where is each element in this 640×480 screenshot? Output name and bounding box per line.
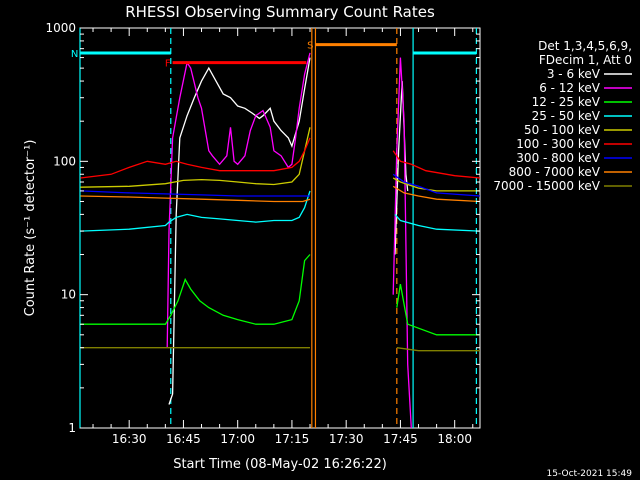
generated-timestamp: 15-Oct-2021 15:49 (547, 469, 633, 479)
series-line-300-800-kev-0 (80, 190, 310, 197)
state-bars: F S N (71, 41, 477, 70)
series-line-25-50-kev-0 (80, 190, 311, 232)
series-line-800-7000-kev-0 (80, 195, 311, 203)
series-line-50-100-kev-1 (392, 177, 480, 192)
legend-label-6-12-kev: 6 - 12 keV (539, 81, 601, 95)
series-50-100-kev (80, 127, 480, 192)
series-line-50-100-kev-0 (80, 127, 311, 188)
legend-label-25-50-kev: 25 - 50 keV (532, 109, 601, 123)
series-line-25-50-kev-1 (394, 213, 481, 232)
legend-label-7000-15000-kev: 7000 - 15000 keV (493, 179, 600, 193)
vertical-markers (79, 28, 477, 428)
x-tick-label-17-00: 17:00 (220, 432, 255, 446)
series-line-100-300-kev-1 (392, 150, 481, 179)
legend: Det 1,3,4,5,6,9, FDecim 1, Att 0 3 - 6 k… (493, 39, 632, 193)
series-line-6-12-kev-0 (166, 52, 311, 348)
series-line-7000-15000-kev-1 (396, 347, 480, 352)
series-group (80, 52, 481, 429)
x-tick-label-16-30: 16:30 (112, 432, 147, 446)
x-tick-label-18-00: 18:00 (437, 432, 472, 446)
series-25-50-kev (80, 190, 481, 232)
legend-label-3-6-kev: 3 - 6 keV (547, 67, 601, 81)
y-tick-label-100: 100 (53, 154, 76, 168)
series-800-7000-kev (80, 185, 481, 203)
x-tick-label-17-15: 17:15 (275, 432, 310, 446)
x-tick-label-17-45: 17:45 (383, 432, 418, 446)
x-tick-label-16-45: 16:45 (166, 432, 201, 446)
legend-label-800-7000-kev: 800 - 7000 keV (509, 165, 601, 179)
series-12-25-kev (80, 254, 480, 336)
x-axis-label: Start Time (08-May-02 16:26:22) (173, 457, 387, 472)
legend-header-line-2: FDecim 1, Att 0 (539, 53, 632, 67)
y-tick-label-1: 1 (68, 421, 76, 435)
legend-label-12-25-kev: 12 - 25 keV (532, 95, 601, 109)
series-line-3-6-kev-0 (168, 57, 311, 405)
series-line-12-25-kev-1 (396, 283, 480, 336)
legend-label-300-800-kev: 300 - 800 keV (516, 151, 600, 165)
series-6-12-kev (166, 52, 412, 429)
y-tick-label-1000: 1000 (45, 21, 76, 35)
series-line-6-12-kev-1 (392, 57, 412, 429)
state-bar-label-2: N (71, 49, 78, 60)
state-bar-label-0: F (165, 59, 171, 70)
series-line-300-800-kev-1 (392, 173, 481, 197)
series-line-100-300-kev-0 (80, 137, 311, 179)
series-7000-15000-kev (80, 347, 480, 352)
legend-label-50-100-kev: 50 - 100 keV (524, 123, 601, 137)
state-bar-label-1: S (307, 41, 313, 52)
series-300-800-kev (80, 173, 481, 197)
legend-header-line-1: Det 1,3,4,5,6,9, (538, 39, 632, 53)
series-line-12-25-kev-0 (80, 254, 311, 325)
series-line-800-7000-kev-1 (392, 185, 481, 203)
legend-label-100-300-kev: 100 - 300 keV (516, 137, 600, 151)
x-tick-label-17-30: 17:30 (329, 432, 364, 446)
chart-title: RHESSI Observing Summary Count Rates (125, 3, 435, 21)
y-axis-ticks: 1 10 100 1000 (45, 21, 480, 435)
x-axis-ticks: 16:30 16:45 17:00 17:15 17:30 17:45 18:00 (92, 28, 474, 446)
series-100-300-kev (80, 137, 481, 179)
series-3-6-kev (168, 57, 409, 405)
y-axis-label: Count Rate (s⁻¹ detector⁻¹) (23, 140, 38, 317)
y-tick-label-10: 10 (61, 288, 76, 302)
